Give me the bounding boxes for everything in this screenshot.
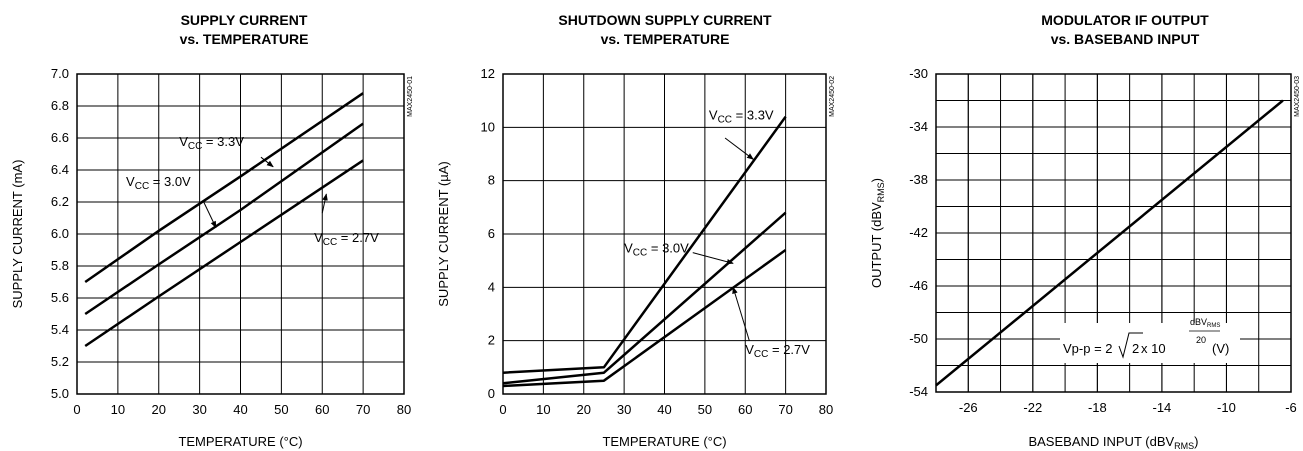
x-tick-label: 40 (233, 402, 247, 417)
x-tick-label: 0 (73, 402, 80, 417)
x-axis-label: TEMPERATURE (°C) (178, 434, 302, 449)
y-tick-label: 12 (481, 66, 495, 81)
part-code: MAX2450-02 (829, 76, 836, 117)
series-line-1 (935, 99, 1284, 387)
x-tick-label: -14 (1153, 400, 1172, 415)
x-tick-label: 50 (698, 402, 712, 417)
x-tick-label: 30 (617, 402, 631, 417)
chart-title: MODULATOR IF OUTPUT vs. BASEBAND INPUT (1041, 12, 1209, 47)
y-tick-label: 7.0 (51, 66, 69, 81)
series-line-1 (84, 92, 364, 284)
y-tick-label: 6.4 (51, 162, 69, 177)
series-line-1 (502, 115, 787, 374)
y-axis-label: SUPPLY CURRENT (µA) (436, 161, 451, 306)
x-tick-label: -18 (1088, 400, 1107, 415)
formula-unit: (V) (1212, 341, 1229, 356)
x-tick-label: 30 (192, 402, 206, 417)
x-tick-label: -10 (1217, 400, 1236, 415)
y-tick-label: -34 (909, 119, 928, 134)
series-line-3 (84, 159, 364, 348)
formula-times: x 10 (1141, 341, 1166, 356)
y-tick-label: 6 (488, 226, 495, 241)
annotation-arrow (203, 201, 217, 229)
y-tick-label: 5.0 (51, 386, 69, 401)
x-axis-label: TEMPERATURE (°C) (602, 434, 726, 449)
formula-lhs: Vp-p = 2 (1063, 341, 1113, 356)
x-tick-label: 50 (274, 402, 288, 417)
x-tick-label: 80 (397, 402, 411, 417)
y-tick-label: 5.4 (51, 322, 69, 337)
chart-1: SUPPLY CURRENT vs. TEMPERATURE 0 10 20 30 40 50… (10, 12, 414, 449)
annotation-arrow (724, 137, 754, 160)
formula-root: 2 (1132, 341, 1139, 356)
x-tick-label: 60 (315, 402, 329, 417)
y-tick-label: 10 (481, 119, 495, 134)
formula: Vp-p = 2 2 x 10 dBVRMS 20 (V) (1060, 317, 1240, 363)
plot-frame (935, 73, 1292, 393)
plot-frame (502, 73, 827, 395)
annotation-label: VCC = 3.0V (126, 174, 191, 192)
chart-title: SUPPLY CURRENT vs. TEMPERATURE (180, 12, 309, 47)
annotation-label: VCC = 3.3V (709, 107, 774, 125)
series-line-3 (502, 248, 787, 388)
y-tick-label: 6.8 (51, 98, 69, 113)
part-code: MAX2450-03 (1294, 76, 1301, 117)
x-tick-label: 20 (152, 402, 166, 417)
series-line-2 (84, 122, 364, 316)
y-axis-label: SUPPLY CURRENT (mA) (10, 160, 25, 309)
x-tick-label: -26 (959, 400, 978, 415)
y-tick-label: -50 (909, 331, 928, 346)
y-tick-label: 5.6 (51, 290, 69, 305)
y-tick-label: -46 (909, 278, 928, 293)
y-tick-label: 0 (488, 386, 495, 401)
x-tick-label: -22 (1023, 400, 1042, 415)
annotation-arrow (732, 286, 750, 341)
x-tick-label: 70 (356, 402, 370, 417)
x-tick-label: 80 (819, 402, 833, 417)
y-tick-label: 6.6 (51, 130, 69, 145)
annotation-label: VCC = 2.7V (314, 230, 379, 248)
part-code: MAX2450-01 (407, 76, 414, 117)
x-tick-label: -6 (1285, 400, 1297, 415)
annotation-label: VCC = 3.0V (624, 241, 689, 259)
x-tick-label: 0 (499, 402, 506, 417)
x-tick-label: 20 (577, 402, 591, 417)
chart-title: SHUTDOWN SUPPLY CURRENT vs. TEMPERATURE (558, 12, 772, 47)
annotation-arrow (321, 193, 328, 214)
formula-background (1060, 323, 1240, 363)
x-axis-label: BASEBAND INPUT (dBVRMS) (1028, 434, 1198, 451)
y-tick-label: 2 (488, 333, 495, 348)
x-tick-label: 10 (536, 402, 550, 417)
y-tick-label: 5.8 (51, 258, 69, 273)
y-tick-label: -54 (909, 384, 928, 399)
annotation-arrow (692, 252, 734, 265)
y-axis-label: OUTPUT (dBVRMS) (869, 178, 886, 288)
annotation-label: VCC = 3.3V (179, 134, 244, 152)
formula-exponent-numerator: dBVRMS (1190, 317, 1220, 329)
gridlines (503, 74, 826, 394)
x-tick-label: 40 (657, 402, 671, 417)
sqrt-symbol (1118, 332, 1143, 359)
x-tick-label: 60 (738, 402, 752, 417)
y-tick-label: -38 (909, 172, 928, 187)
annotation-label: VCC = 2.7V (745, 342, 810, 360)
formula-exponent-denominator: 20 (1196, 335, 1206, 345)
annotation-arrow (260, 156, 274, 168)
x-tick-label: 70 (778, 402, 792, 417)
chart-3: MODULATOR IF OUTPUT vs. BASEBAND INPUT -26… (869, 12, 1301, 451)
y-tick-label: 5.2 (51, 354, 69, 369)
x-tick-label: 10 (111, 402, 125, 417)
y-tick-label: 6.2 (51, 194, 69, 209)
y-tick-label: 8 (488, 173, 495, 188)
chart-2: SHUTDOWN SUPPLY CURRENT vs. TEMPERATURE 0 1… (436, 12, 836, 449)
plot-frame (76, 73, 405, 395)
y-tick-label: 4 (488, 279, 495, 294)
y-tick-label: -30 (909, 66, 928, 81)
series-line-2 (502, 211, 787, 385)
y-tick-label: -42 (909, 225, 928, 240)
y-tick-label: 6.0 (51, 226, 69, 241)
